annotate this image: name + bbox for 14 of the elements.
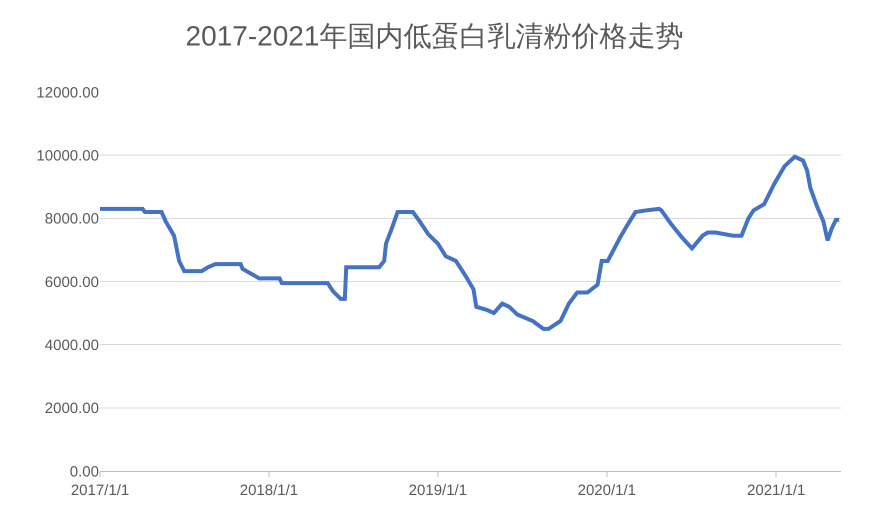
line-series [100, 154, 841, 331]
y-tick-label: 6000.00 [44, 274, 99, 291]
x-tick-label: 2019/1/1 [408, 482, 468, 499]
y-tick-label: 12000.00 [36, 84, 99, 102]
x-tick-label: 2017/1/1 [70, 482, 130, 499]
y-tick-label: 2000.00 [44, 400, 99, 418]
y-tick-label: 8000.00 [44, 210, 99, 228]
chart-title: 2017-2021年国内低蛋白乳清粉价格走势 [186, 20, 684, 52]
y-tick-label: 4000.00 [44, 336, 99, 354]
x-tick-label: 2021/1/1 [747, 482, 806, 499]
y-tick-label: 10000.00 [36, 147, 99, 164]
y-tick-label: 0.00 [70, 463, 99, 480]
x-tick-label: 2018/1/1 [240, 482, 298, 499]
x-tick-label: 2020/1/1 [578, 482, 636, 499]
